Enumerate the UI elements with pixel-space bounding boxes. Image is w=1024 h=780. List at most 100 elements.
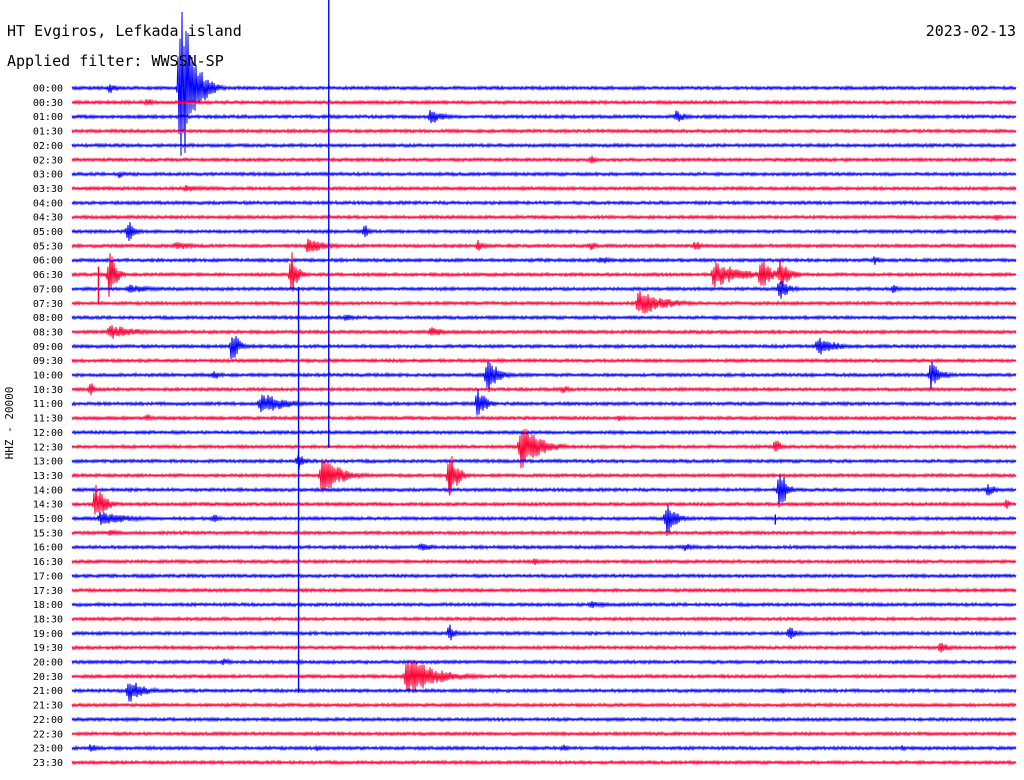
time-label: 12:30 <box>33 442 63 453</box>
time-label: 18:30 <box>33 614 63 625</box>
trace-line <box>71 252 1017 297</box>
time-label: 13:00 <box>33 457 63 468</box>
trace-line <box>71 155 1017 164</box>
time-label: 16:00 <box>33 543 63 554</box>
time-label: 06:30 <box>33 270 63 281</box>
trace-line <box>71 558 1017 566</box>
trace-line <box>71 142 1017 149</box>
time-label: 08:00 <box>33 313 63 324</box>
seismogram-traces <box>71 0 1017 766</box>
time-label: 12:00 <box>33 428 63 439</box>
trace-line <box>71 505 1017 536</box>
time-label: 15:00 <box>33 514 63 525</box>
trace-line <box>71 383 1017 395</box>
trace-line <box>71 414 1017 422</box>
trace-line <box>71 759 1017 766</box>
trace-line <box>71 587 1017 594</box>
trace-line <box>71 475 1017 508</box>
trace-line <box>71 484 1017 515</box>
time-label: 23:30 <box>33 758 63 769</box>
time-label: 19:30 <box>33 643 63 654</box>
trace-line <box>71 455 1017 470</box>
trace-line <box>71 642 1017 653</box>
time-label: 05:30 <box>33 241 63 252</box>
time-label: 15:30 <box>33 528 63 539</box>
time-label: 01:30 <box>33 127 63 138</box>
time-label: 17:00 <box>33 571 63 582</box>
trace-line <box>71 213 1017 222</box>
trace-line <box>71 127 1017 135</box>
trace-line <box>71 222 1017 242</box>
trace-line <box>71 744 1017 752</box>
trace-line <box>71 730 1017 737</box>
trace-line <box>71 362 1017 393</box>
time-label: 04:00 <box>33 198 63 209</box>
trace-line <box>71 601 1017 609</box>
trace-line <box>71 290 1017 314</box>
time-label: 08:30 <box>33 327 63 338</box>
trace-line <box>71 615 1017 623</box>
channel-label: HHZ - 20000 <box>3 387 16 460</box>
time-label: 17:30 <box>33 586 63 597</box>
trace-line <box>71 170 1017 179</box>
trace-line <box>71 428 1017 469</box>
time-label: 03:30 <box>33 184 63 195</box>
trace-line <box>71 98 1017 107</box>
time-label: 20:00 <box>33 658 63 669</box>
time-label: 19:00 <box>33 629 63 640</box>
time-label: 02:30 <box>33 155 63 166</box>
trace-line <box>71 701 1017 709</box>
time-label: 09:30 <box>33 356 63 367</box>
time-label: 14:30 <box>33 500 63 511</box>
trace-line <box>71 313 1017 322</box>
time-label: 20:30 <box>33 672 63 683</box>
trace-line <box>71 572 1017 580</box>
trace-line <box>71 660 1017 693</box>
trace-line <box>71 110 1017 124</box>
trace-line <box>71 716 1017 723</box>
trace-line <box>71 336 1017 359</box>
time-label: 07:30 <box>33 299 63 310</box>
time-label: 06:00 <box>33 256 63 267</box>
time-label: 07:00 <box>33 284 63 295</box>
time-label: 18:00 <box>33 600 63 611</box>
trace-line <box>71 357 1017 364</box>
trace-line <box>71 528 1017 537</box>
time-label: 01:00 <box>33 112 63 123</box>
time-label: 00:00 <box>33 84 63 95</box>
time-label: 05:00 <box>33 227 63 238</box>
time-label: 02:00 <box>33 141 63 152</box>
time-label: 16:30 <box>33 557 63 568</box>
filter-label: Applied filter: WWSSN-SP <box>7 52 224 70</box>
trace-line <box>71 256 1017 265</box>
trace-line <box>71 456 1017 493</box>
trace-line <box>71 184 1017 192</box>
time-label: 21:00 <box>33 686 63 697</box>
trace-line <box>71 624 1017 641</box>
time-label: 11:30 <box>33 414 63 425</box>
time-label: 09:00 <box>33 342 63 353</box>
time-labels: 00:00 00:30 01:00 01:30 02:00 02:30 03:00 03:30… <box>33 84 63 769</box>
trace-line <box>71 325 1017 339</box>
trace-line <box>71 543 1017 552</box>
trace-line <box>71 389 1017 416</box>
time-label: 04:30 <box>33 213 63 224</box>
time-label: 22:00 <box>33 715 63 726</box>
trace-line <box>71 280 1017 299</box>
time-label: 03:00 <box>33 170 63 181</box>
date-label: 2023-02-13 <box>926 22 1016 40</box>
trace-line <box>71 429 1017 436</box>
time-label: 13:30 <box>33 471 63 482</box>
trace-line <box>71 11 1017 156</box>
trace-line <box>71 682 1017 702</box>
time-label: 23:00 <box>33 744 63 755</box>
time-label: 00:30 <box>33 98 63 109</box>
time-label: 10:00 <box>33 371 63 382</box>
time-label: 21:30 <box>33 701 63 712</box>
trace-line <box>71 199 1017 207</box>
time-label: 11:00 <box>33 399 63 410</box>
trace-line <box>71 657 1017 666</box>
trace-line <box>71 238 1017 253</box>
time-label: 10:30 <box>33 385 63 396</box>
